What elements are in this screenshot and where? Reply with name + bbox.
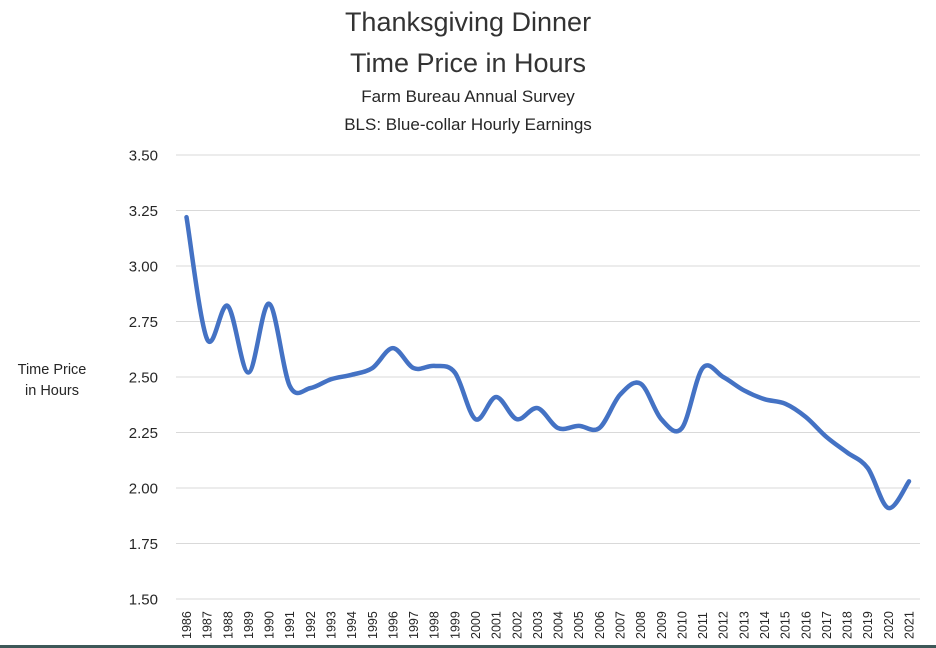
x-tick-label: 2014 [758,611,772,639]
x-tick-label: 1989 [242,611,256,639]
x-tick-label: 1998 [428,611,442,639]
y-axis-ticks: 1.50 1.75 2.00 2.25 2.50 2.75 3.00 3.25 3.50 [129,148,158,609]
x-tick-label: 2011 [696,612,710,639]
x-tick-label: 1991 [283,611,297,639]
x-tick-label: 2009 [655,611,669,639]
x-tick-label: 2006 [593,611,607,639]
x-tick-label: 1996 [386,611,400,639]
x-tick-label: 1988 [221,611,235,639]
x-tick-label: 2020 [882,611,896,639]
x-tick-label: 2007 [614,611,628,639]
y-tick-label: 3.50 [129,148,158,165]
chart-title-line2: Time Price in Hours [349,48,587,78]
x-tick-label: 2017 [820,611,834,639]
y-tick-label: 3.00 [129,259,158,276]
y-axis-label-line2: in Hours [25,383,79,399]
x-tick-label: 1993 [325,611,339,639]
x-axis-ticks: 1986 1987 1988 1989 1990 1991 1992 1993 1994 1995… [180,611,917,639]
y-tick-label: 1.75 [129,536,158,553]
x-tick-label: 2015 [779,611,793,639]
y-axis-label-line1: Time Price [17,362,87,378]
y-tick-label: 2.75 [129,314,158,331]
x-tick-label: 1992 [304,611,318,639]
x-tick-label: 2010 [675,611,689,639]
x-tick-label: 1994 [345,611,359,639]
y-tick-label: 2.00 [129,481,158,498]
x-tick-label: 1999 [448,611,462,639]
x-tick-label: 2013 [737,611,751,639]
x-tick-label: 1997 [407,611,421,639]
x-tick-label: 2003 [531,611,545,639]
gridlines [176,154,920,600]
x-tick-label: 1990 [263,611,277,639]
x-tick-label: 1987 [201,611,215,639]
y-tick-label: 1.50 [129,592,158,609]
x-tick-label: 2012 [717,611,731,639]
x-tick-label: 1995 [366,611,380,639]
x-tick-label: 2002 [510,611,524,639]
chart-subtitle: Farm Bureau Annual Survey [361,87,575,106]
series-line [184,214,912,511]
x-tick-label: 1986 [180,611,194,639]
x-tick-label: 2001 [490,611,504,639]
x-tick-label: 2005 [572,611,586,639]
chart-subtitle-line2: BLS: Blue-collar Hourly Earnings [344,115,592,134]
x-tick-label: 2016 [799,611,813,639]
y-tick-label: 2.50 [129,370,158,387]
x-tick-label: 2018 [841,611,855,639]
x-tick-label: 2021 [903,611,917,639]
y-tick-label: 2.25 [129,425,158,442]
y-axis-label: Time Price in Hours [0,360,104,402]
x-tick-label: 2008 [634,611,648,639]
bottom-border [0,645,936,648]
x-tick-label: 2019 [861,611,875,639]
x-tick-label: 2000 [469,611,483,639]
chart-title: Thanksgiving Dinner [344,7,592,37]
x-tick-label: 2004 [552,611,566,639]
y-tick-label: 3.25 [129,203,158,220]
